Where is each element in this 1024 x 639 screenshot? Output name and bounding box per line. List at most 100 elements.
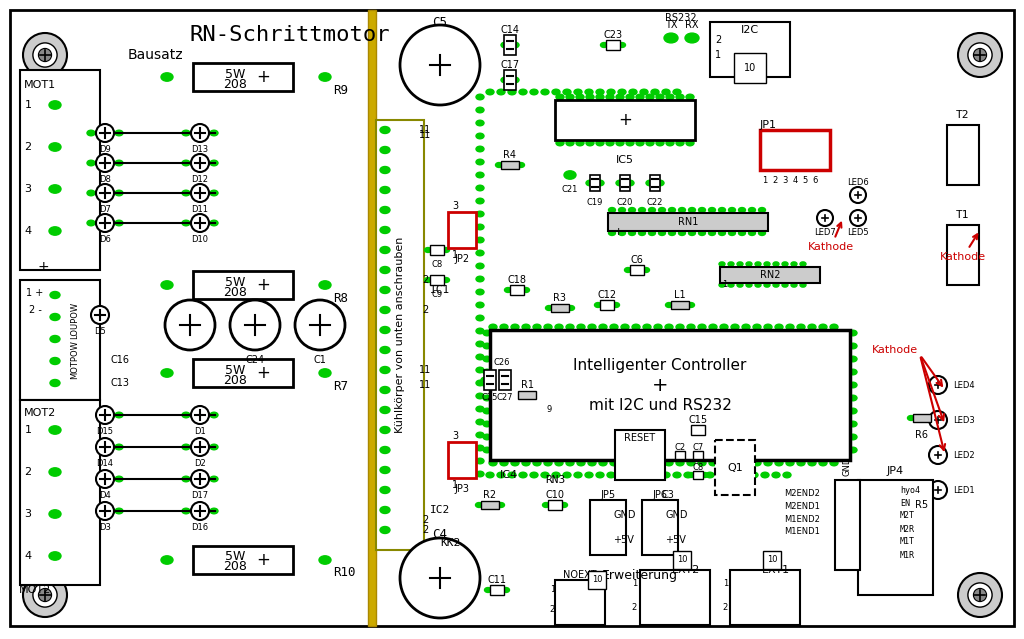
Ellipse shape [49, 426, 61, 434]
Text: 5W: 5W [225, 551, 245, 564]
Text: LED5: LED5 [847, 228, 868, 237]
Circle shape [23, 573, 67, 617]
Ellipse shape [874, 486, 885, 493]
Ellipse shape [688, 208, 695, 212]
Ellipse shape [731, 604, 739, 610]
Ellipse shape [566, 94, 574, 100]
Text: Kathode: Kathode [808, 223, 854, 252]
Ellipse shape [319, 73, 331, 81]
Text: C17: C17 [501, 60, 519, 70]
Ellipse shape [599, 460, 607, 466]
Ellipse shape [616, 94, 624, 100]
Text: T1: T1 [956, 210, 970, 220]
Ellipse shape [720, 460, 728, 466]
Text: NOEXT: NOEXT [563, 570, 597, 580]
Circle shape [91, 306, 109, 324]
Bar [555, 580, 605, 625]
Ellipse shape [849, 421, 857, 427]
Bar [484, 370, 496, 390]
Ellipse shape [626, 180, 634, 186]
Text: 2: 2 [422, 515, 428, 525]
Ellipse shape [585, 472, 593, 478]
Ellipse shape [476, 471, 484, 477]
Ellipse shape [759, 231, 766, 235]
Text: 208: 208 [223, 560, 247, 573]
Text: JP1: JP1 [760, 120, 777, 130]
Ellipse shape [761, 472, 769, 478]
Ellipse shape [641, 580, 649, 586]
Ellipse shape [596, 180, 604, 186]
Text: +5V: +5V [613, 535, 634, 545]
Ellipse shape [775, 324, 783, 330]
Ellipse shape [849, 447, 857, 453]
Text: 10: 10 [767, 555, 777, 564]
Ellipse shape [575, 587, 584, 593]
Text: LOUPOW: LOUPOW [71, 302, 80, 339]
Bar [606, 40, 620, 50]
Text: C21: C21 [562, 185, 579, 194]
Ellipse shape [709, 324, 717, 330]
Ellipse shape [698, 208, 706, 212]
Ellipse shape [380, 187, 390, 194]
Ellipse shape [701, 473, 709, 477]
Ellipse shape [679, 208, 685, 212]
Ellipse shape [772, 472, 780, 478]
Bar [760, 130, 830, 170]
Ellipse shape [380, 447, 390, 454]
Ellipse shape [811, 155, 819, 161]
Text: 2: 2 [632, 603, 637, 612]
Text: 2: 2 [25, 142, 32, 152]
Text: LED4: LED4 [953, 380, 975, 390]
Ellipse shape [781, 580, 790, 586]
Ellipse shape [728, 231, 735, 235]
Text: GND: GND [613, 510, 636, 520]
Text: 1: 1 [25, 425, 32, 435]
Ellipse shape [629, 472, 637, 478]
Text: JP2: JP2 [455, 254, 470, 264]
Ellipse shape [742, 460, 750, 466]
Ellipse shape [862, 564, 872, 571]
Circle shape [191, 154, 209, 172]
Ellipse shape [496, 162, 503, 167]
Ellipse shape [497, 89, 505, 95]
Text: 10: 10 [743, 63, 756, 73]
Ellipse shape [49, 468, 61, 476]
Ellipse shape [566, 587, 574, 593]
Ellipse shape [380, 226, 390, 233]
Text: C2: C2 [675, 442, 685, 452]
Ellipse shape [731, 324, 739, 330]
Ellipse shape [161, 281, 173, 289]
Text: C27: C27 [497, 393, 513, 402]
Ellipse shape [577, 460, 585, 466]
Ellipse shape [673, 472, 681, 478]
Ellipse shape [649, 511, 659, 518]
Ellipse shape [930, 486, 937, 491]
Ellipse shape [687, 324, 695, 330]
Ellipse shape [781, 155, 790, 161]
Ellipse shape [728, 208, 735, 212]
Ellipse shape [608, 208, 615, 212]
Ellipse shape [808, 460, 816, 466]
Ellipse shape [498, 502, 505, 507]
Text: 4: 4 [25, 226, 32, 236]
Ellipse shape [541, 89, 549, 95]
Circle shape [295, 300, 345, 350]
Ellipse shape [771, 155, 779, 161]
Ellipse shape [497, 472, 505, 478]
Ellipse shape [862, 512, 872, 520]
Text: R4: R4 [504, 150, 516, 160]
Text: 6: 6 [812, 176, 818, 185]
Bar [510, 285, 524, 295]
Ellipse shape [874, 578, 885, 585]
Ellipse shape [781, 604, 790, 610]
Ellipse shape [115, 190, 123, 196]
Bar [430, 245, 444, 255]
Bar [504, 35, 516, 55]
Text: C16: C16 [111, 355, 129, 365]
Circle shape [968, 43, 992, 67]
Bar [913, 484, 931, 492]
Ellipse shape [210, 508, 218, 514]
Ellipse shape [731, 460, 739, 466]
Text: LED1: LED1 [953, 486, 975, 495]
Ellipse shape [698, 324, 706, 330]
